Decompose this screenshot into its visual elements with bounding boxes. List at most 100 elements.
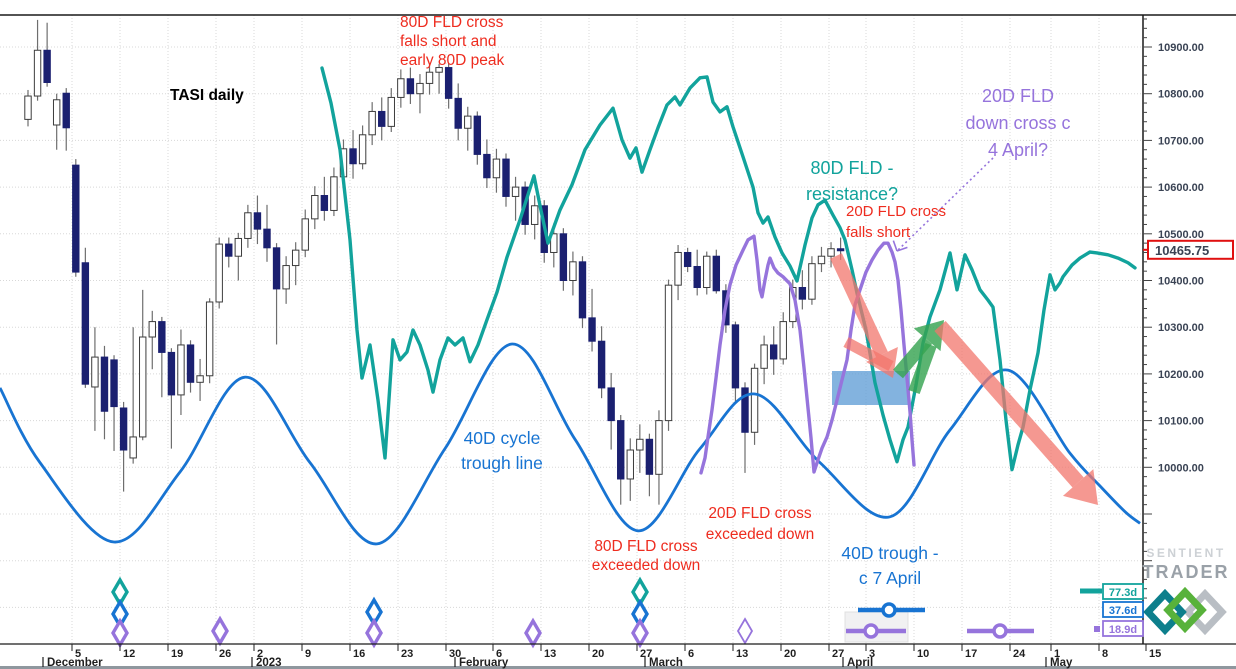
red-arrow-short-2[interactable] bbox=[843, 337, 894, 371]
candle-body bbox=[387, 96, 395, 127]
red-arrow-big[interactable] bbox=[934, 321, 1084, 488]
cycle-period-chip-purple[interactable] bbox=[1102, 620, 1144, 637]
annotation-cycle40-trough-line[interactable]: 40D cycle trough line bbox=[461, 428, 543, 473]
candle-body bbox=[827, 248, 835, 257]
candle-body bbox=[119, 407, 128, 451]
candle-body bbox=[167, 351, 176, 396]
candle-body bbox=[836, 248, 845, 252]
week-label: 6 bbox=[496, 648, 502, 660]
week-label: 30 bbox=[449, 648, 461, 660]
cycle-trough-diamond-purple[interactable] bbox=[631, 617, 649, 649]
candle-body bbox=[750, 367, 759, 433]
annotation-fld80-exceeded-down[interactable]: 80D FLD cross exceeded down bbox=[592, 538, 701, 574]
red-arrow-short-1[interactable] bbox=[830, 253, 888, 358]
candle-body bbox=[674, 251, 682, 286]
candle-body bbox=[760, 344, 768, 369]
annotation-fld20-falls-short[interactable]: 20D FLD cross falls short bbox=[846, 203, 946, 241]
candle-body bbox=[33, 49, 42, 97]
cycle-trough-diamond-purple[interactable] bbox=[111, 617, 129, 649]
month-label: 2023 bbox=[256, 657, 282, 669]
week-label: 13 bbox=[544, 648, 556, 660]
candle-body bbox=[559, 233, 568, 282]
week-label: 24 bbox=[1013, 648, 1026, 660]
week-label: 6 bbox=[688, 648, 694, 660]
candle-body bbox=[263, 228, 271, 249]
candle-body bbox=[779, 321, 787, 360]
candle-body bbox=[731, 324, 740, 389]
candle-body bbox=[741, 387, 749, 433]
price-axis-label: 10500.00 bbox=[1158, 229, 1204, 241]
cycle-period-chip-teal[interactable] bbox=[1102, 583, 1144, 600]
week-label: 19 bbox=[171, 648, 183, 660]
cycle-trough-diamond-purple[interactable] bbox=[524, 617, 542, 649]
green-arrow-head[interactable] bbox=[913, 320, 944, 352]
candle-body bbox=[530, 205, 539, 225]
logo-mark bbox=[1143, 586, 1227, 636]
candle-body bbox=[139, 336, 147, 438]
price-axis-label: 10700.00 bbox=[1158, 135, 1204, 147]
candle-body bbox=[205, 301, 214, 377]
candle-body bbox=[406, 78, 415, 95]
green-arrow[interactable] bbox=[893, 335, 933, 379]
week-label: 27 bbox=[832, 648, 844, 660]
annotation-trough40-c7april[interactable]: 40D trough -c 7 April bbox=[841, 543, 938, 588]
candle-body bbox=[483, 153, 491, 179]
green-arrow-stub[interactable] bbox=[908, 342, 937, 395]
candle-body bbox=[43, 49, 51, 83]
cycle-period-label: 77.3d bbox=[1109, 587, 1137, 599]
candle-body bbox=[129, 436, 137, 459]
candle-body bbox=[244, 212, 252, 239]
week-label: 2 bbox=[257, 648, 263, 660]
red-arrow-big-head[interactable] bbox=[1062, 469, 1098, 505]
candle-body bbox=[588, 317, 596, 342]
fld-line-20d[interactable] bbox=[699, 234, 916, 475]
candle-body bbox=[320, 195, 329, 211]
week-label: 9 bbox=[305, 648, 311, 660]
cycle-trough-diamond-purple[interactable] bbox=[211, 615, 229, 647]
candle-body bbox=[578, 261, 587, 319]
annotation-fld80-cross-top[interactable]: 80D FLD cross falls short and early 80D pe… bbox=[400, 14, 505, 69]
price-axis-label: 10600.00 bbox=[1158, 182, 1204, 194]
current-price-label: 10465.75 bbox=[1155, 243, 1209, 258]
candle-body bbox=[81, 262, 90, 385]
dotted-pointer-arrowhead bbox=[896, 246, 908, 252]
week-label: 3 bbox=[869, 648, 875, 660]
candle-body bbox=[502, 158, 510, 197]
candle-body bbox=[444, 67, 453, 99]
highlight-box[interactable] bbox=[832, 371, 910, 405]
candle-body bbox=[511, 186, 520, 197]
fld-line-80d[interactable] bbox=[320, 66, 1137, 472]
candlesticks bbox=[24, 19, 845, 505]
annotation-fld80-resistance[interactable]: 80D FLD -resistance? bbox=[806, 158, 898, 204]
candle-body bbox=[569, 261, 577, 282]
candle-body bbox=[655, 420, 663, 475]
candle-body bbox=[282, 265, 290, 290]
projected-trough-center-purple[interactable] bbox=[992, 623, 1008, 639]
projected-trough-center-blue[interactable] bbox=[881, 602, 897, 618]
gridlines bbox=[0, 15, 1143, 644]
projected-trough-center-purple[interactable] bbox=[863, 623, 879, 639]
candle-body bbox=[196, 375, 204, 383]
price-axis-label: 10800.00 bbox=[1158, 89, 1204, 101]
cycle-trough-diamond-purple[interactable] bbox=[736, 617, 754, 645]
price-axis-label: 10900.00 bbox=[1158, 42, 1204, 54]
candle-body bbox=[636, 438, 644, 451]
annotation-fld20-exceeded-down[interactable]: 20D FLD cross exceeded down bbox=[706, 505, 815, 543]
cycle-period-chip-blue[interactable] bbox=[1102, 601, 1144, 618]
cycle-trough-diamond-purple[interactable] bbox=[365, 617, 383, 649]
dotted-pointer-arrow[interactable] bbox=[896, 157, 994, 252]
week-label: 15 bbox=[1149, 648, 1161, 660]
candle-body bbox=[148, 321, 156, 338]
cycle-trough-line-40d[interactable] bbox=[0, 342, 1141, 546]
month-label: March bbox=[649, 657, 683, 669]
candle-body bbox=[349, 148, 357, 165]
week-label: 17 bbox=[965, 648, 977, 660]
candle-body bbox=[234, 237, 243, 257]
candle-body bbox=[454, 97, 462, 129]
month-label: February bbox=[459, 657, 509, 669]
candle-body bbox=[683, 251, 692, 267]
chart-title: TASI daily bbox=[170, 87, 244, 104]
candle-body bbox=[24, 95, 32, 120]
